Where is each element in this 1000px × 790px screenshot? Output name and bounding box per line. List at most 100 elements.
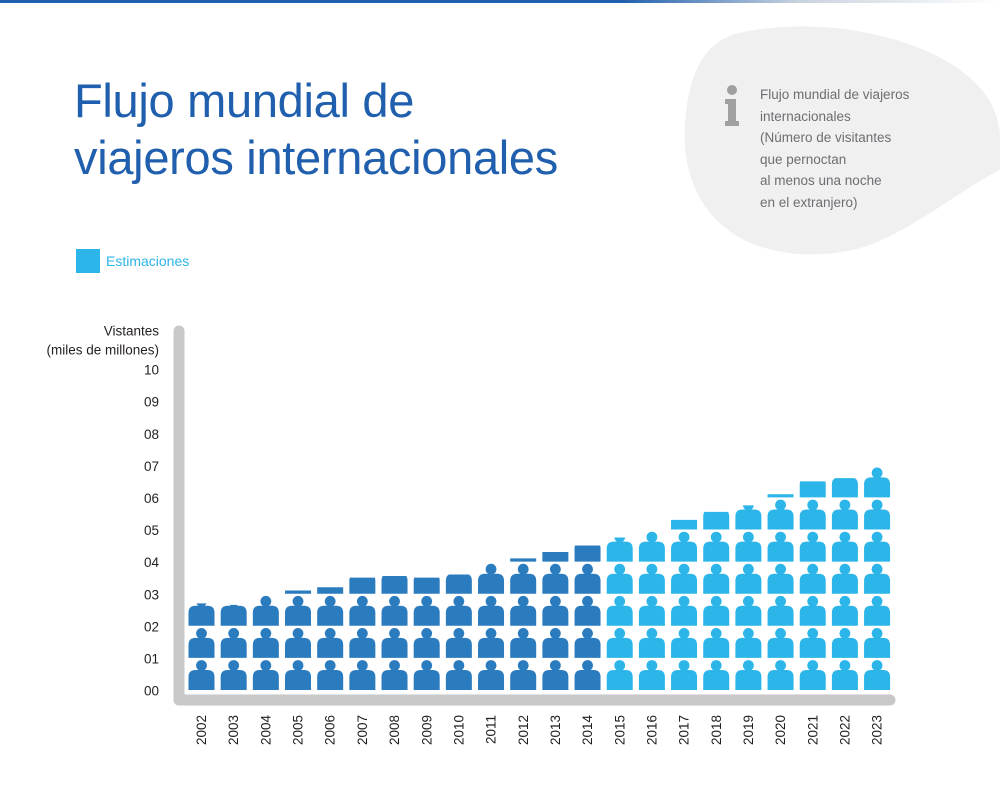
person-head — [614, 563, 626, 575]
person-icon — [703, 670, 730, 690]
y-tick-label: 08 — [144, 427, 159, 442]
bars — [188, 467, 891, 690]
person-head — [646, 563, 658, 575]
person-icon — [767, 670, 794, 690]
person-icon — [767, 541, 794, 562]
legend-label-estimates: Estimaciones — [106, 253, 190, 269]
person-head — [196, 603, 207, 607]
person-icon — [317, 670, 344, 690]
person-head — [742, 531, 754, 543]
bar-icons — [671, 519, 698, 690]
person-head — [614, 660, 626, 671]
person-icon — [188, 605, 215, 626]
person-icon — [542, 637, 569, 658]
person-head — [453, 595, 465, 607]
person-head — [228, 628, 240, 639]
person-icon — [799, 541, 826, 562]
y-axis-label-line: Vistantes — [104, 324, 160, 339]
person-head — [582, 595, 593, 607]
person-icon — [478, 605, 505, 626]
person-icon — [381, 605, 408, 626]
person-head — [742, 563, 754, 575]
person-icon — [831, 541, 858, 562]
person-icon — [574, 545, 601, 562]
person-icon — [671, 637, 698, 658]
y-tick-label: 00 — [144, 684, 159, 699]
y-tick-label: 03 — [144, 587, 159, 602]
bar — [381, 564, 408, 690]
bar-icons — [285, 590, 312, 690]
person-icon — [735, 605, 762, 626]
person-icon — [285, 670, 312, 690]
person-head — [389, 564, 400, 575]
person-head — [614, 595, 626, 607]
person-icon — [703, 573, 730, 594]
person-head — [260, 595, 272, 607]
person-icon — [671, 541, 698, 562]
person-icon — [799, 481, 826, 498]
person-icon — [285, 605, 312, 626]
person-icon — [831, 637, 858, 658]
person-head — [678, 595, 690, 607]
person-head — [517, 660, 529, 671]
bar-icons — [542, 532, 569, 690]
person-head — [485, 595, 497, 607]
person-head — [324, 628, 336, 639]
info-line: (Número de visitantes — [760, 130, 892, 145]
person-head — [325, 564, 336, 575]
person-icon — [735, 541, 762, 562]
person-head — [517, 563, 529, 575]
person-icon — [220, 670, 247, 690]
person-head — [582, 563, 593, 575]
person-icon — [574, 637, 601, 658]
person-head — [646, 628, 658, 639]
person-head — [517, 628, 529, 639]
x-tick-label: 2017 — [677, 715, 692, 745]
person-icon — [767, 494, 794, 498]
x-tick-label: 2020 — [773, 715, 788, 745]
person-head — [549, 660, 561, 671]
person-head — [871, 467, 883, 479]
person-icon — [606, 573, 633, 594]
person-icon — [606, 670, 633, 690]
person-icon — [767, 605, 794, 626]
bar-icons — [606, 537, 633, 690]
person-head — [871, 531, 883, 543]
bar-icons — [703, 511, 730, 690]
bar — [799, 481, 826, 690]
person-head — [742, 628, 754, 639]
person-icon — [831, 670, 858, 690]
bar — [606, 537, 633, 690]
person-head — [775, 660, 786, 671]
person-head — [807, 499, 819, 511]
info-line: que pernoctan — [760, 151, 847, 167]
bar — [542, 532, 569, 690]
x-tick-label: 2018 — [709, 715, 724, 745]
person-icon — [606, 637, 633, 658]
person-head — [229, 604, 238, 607]
bar-icons — [799, 481, 826, 690]
person-head — [389, 628, 400, 639]
person-icon — [703, 541, 730, 562]
bar-icons — [220, 604, 247, 690]
person-head — [421, 595, 433, 607]
y-tick-label: 02 — [144, 619, 159, 634]
info-line: Flujo mundial de viajeros — [760, 87, 910, 102]
person-head — [582, 660, 593, 671]
bar — [864, 467, 891, 690]
person-icon — [799, 573, 826, 594]
person-head — [421, 628, 433, 639]
person-icon — [349, 637, 376, 658]
person-head — [196, 628, 207, 639]
person-head — [839, 531, 851, 543]
x-tick-label: 2014 — [580, 715, 595, 746]
person-head — [839, 499, 851, 511]
person-head — [550, 532, 561, 543]
bar — [285, 590, 312, 690]
person-icon — [799, 605, 826, 626]
person-head — [871, 628, 883, 639]
person-icon — [413, 637, 440, 658]
chart-axes — [173, 325, 896, 706]
person-head — [357, 564, 368, 575]
person-icon — [510, 573, 537, 594]
